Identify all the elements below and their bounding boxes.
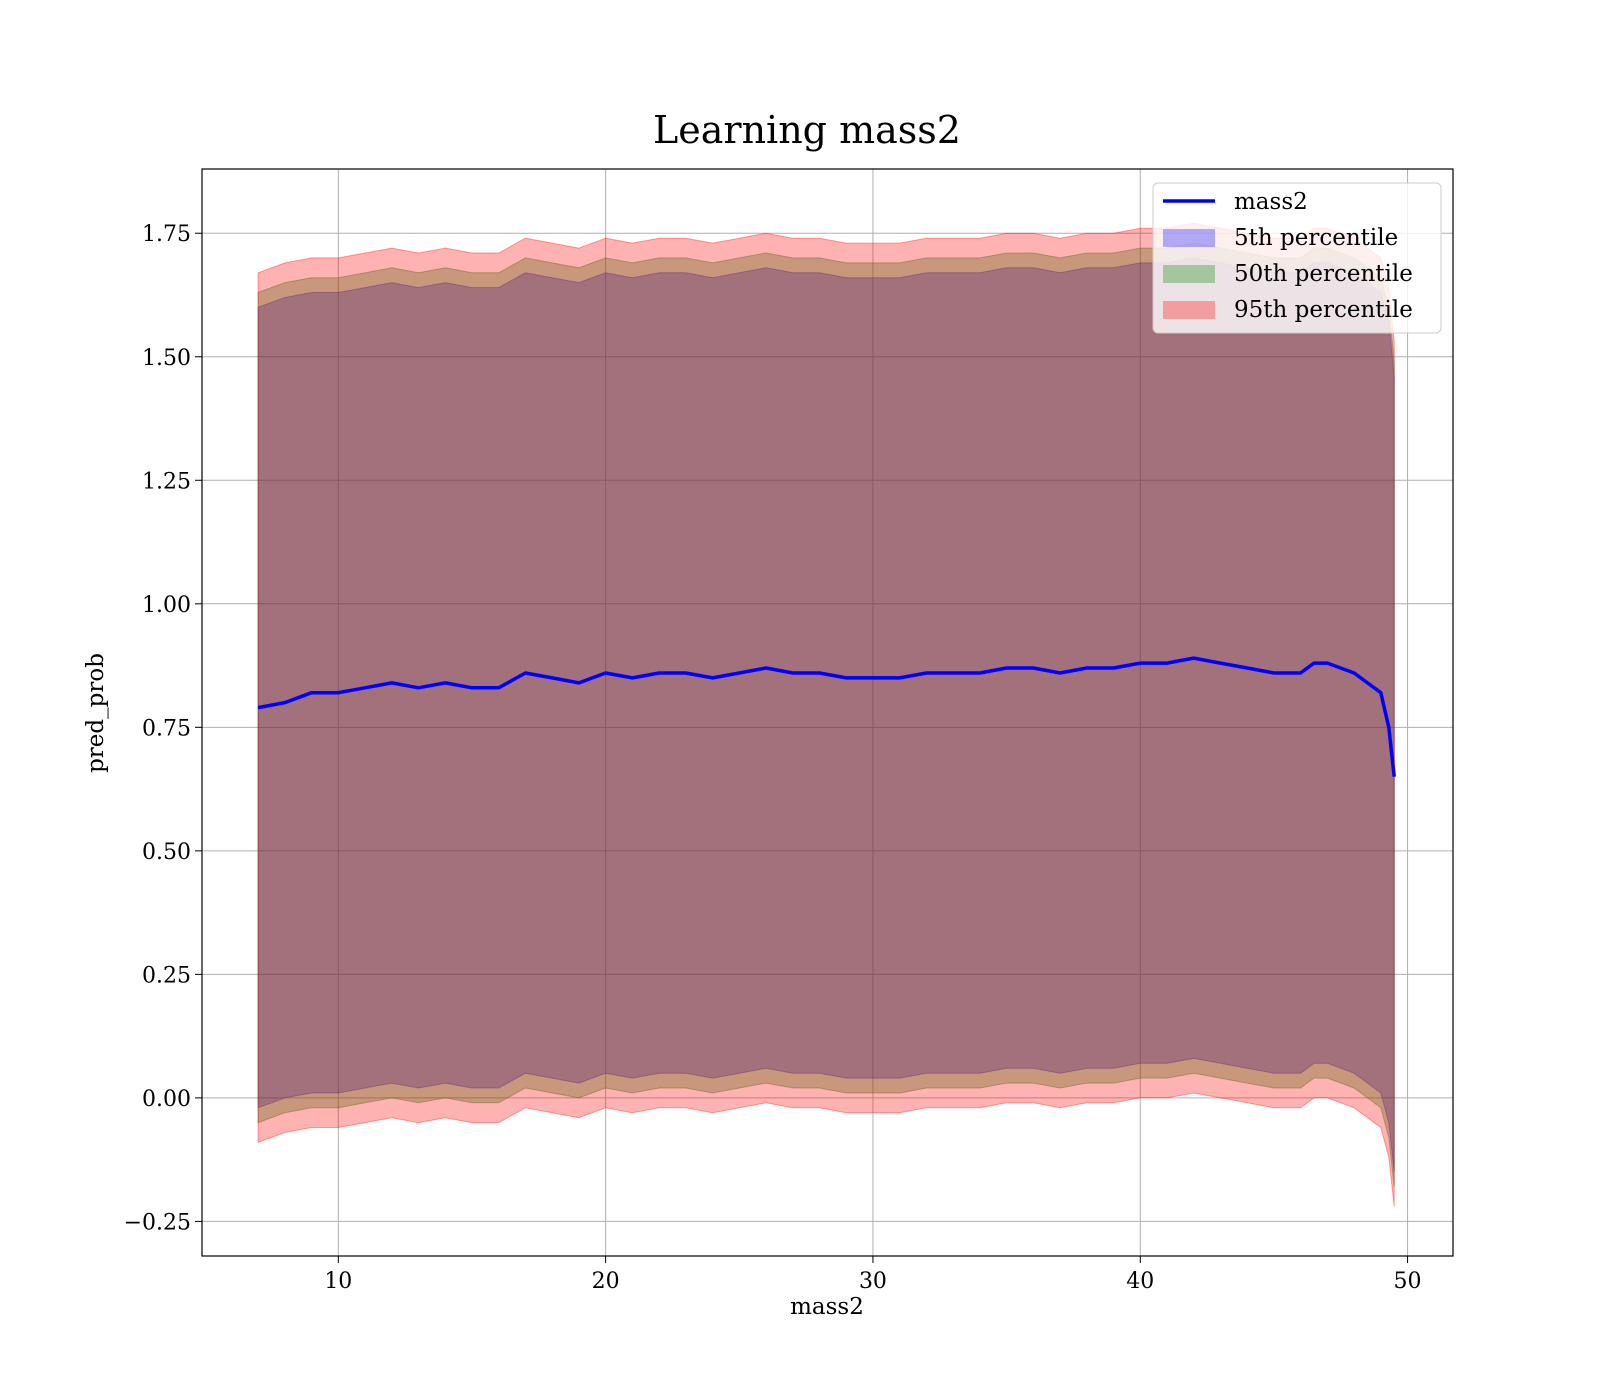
legend: mass2 5th percentile 50th percentile 95t… [1152, 182, 1442, 334]
legend-swatch-band-0 [1163, 229, 1215, 247]
x-tick-label: 40 [1126, 1269, 1154, 1294]
y-axis-ticks: −0.25 0.00 0.25 0.50 0.75 1.00 1.25 1.50 1.75 [124, 222, 202, 1235]
x-tick-label: 10 [324, 1269, 352, 1294]
grid [202, 169, 1453, 1256]
x-tick-label: 50 [1394, 1269, 1422, 1294]
band-0 [257, 257, 1395, 1173]
band-2 [257, 222, 1395, 1207]
band-1 [257, 242, 1395, 1187]
legend-swatch-band-2 [1163, 301, 1215, 319]
legend-label-band-1: 50th percentile [1234, 261, 1413, 287]
series-line-layer [257, 656, 1396, 777]
y-tick-label: 1.50 [142, 346, 191, 371]
legend-box [1152, 182, 1442, 334]
y-tick-label: 0.50 [142, 840, 191, 865]
y-axis-label: pred_prob [83, 653, 109, 773]
y-tick-label: 1.75 [142, 222, 191, 247]
percentile-bands [257, 222, 1395, 1207]
legend-swatch-band-1 [1163, 265, 1215, 283]
y-tick-label: 0.00 [142, 1087, 191, 1112]
y-tick-label: 0.75 [142, 716, 191, 741]
x-axis-ticks: 10 20 30 40 50 [324, 1256, 1422, 1294]
y-tick-label: 0.25 [142, 963, 191, 988]
x-axis-label: mass2 [790, 1294, 864, 1320]
legend-label-line: mass2 [1234, 189, 1308, 215]
legend-label-band-2: 95th percentile [1234, 297, 1413, 323]
y-tick-label: −0.25 [124, 1210, 191, 1235]
legend-label-band-0: 5th percentile [1234, 225, 1398, 251]
plot-frame [201, 168, 1454, 1257]
y-tick-label: 1.00 [142, 593, 191, 618]
chart-title: Learning mass2 [653, 108, 961, 152]
y-tick-label: 1.25 [142, 469, 191, 494]
series-line [257, 656, 1396, 777]
x-tick-label: 30 [859, 1269, 887, 1294]
x-tick-label: 20 [592, 1269, 620, 1294]
